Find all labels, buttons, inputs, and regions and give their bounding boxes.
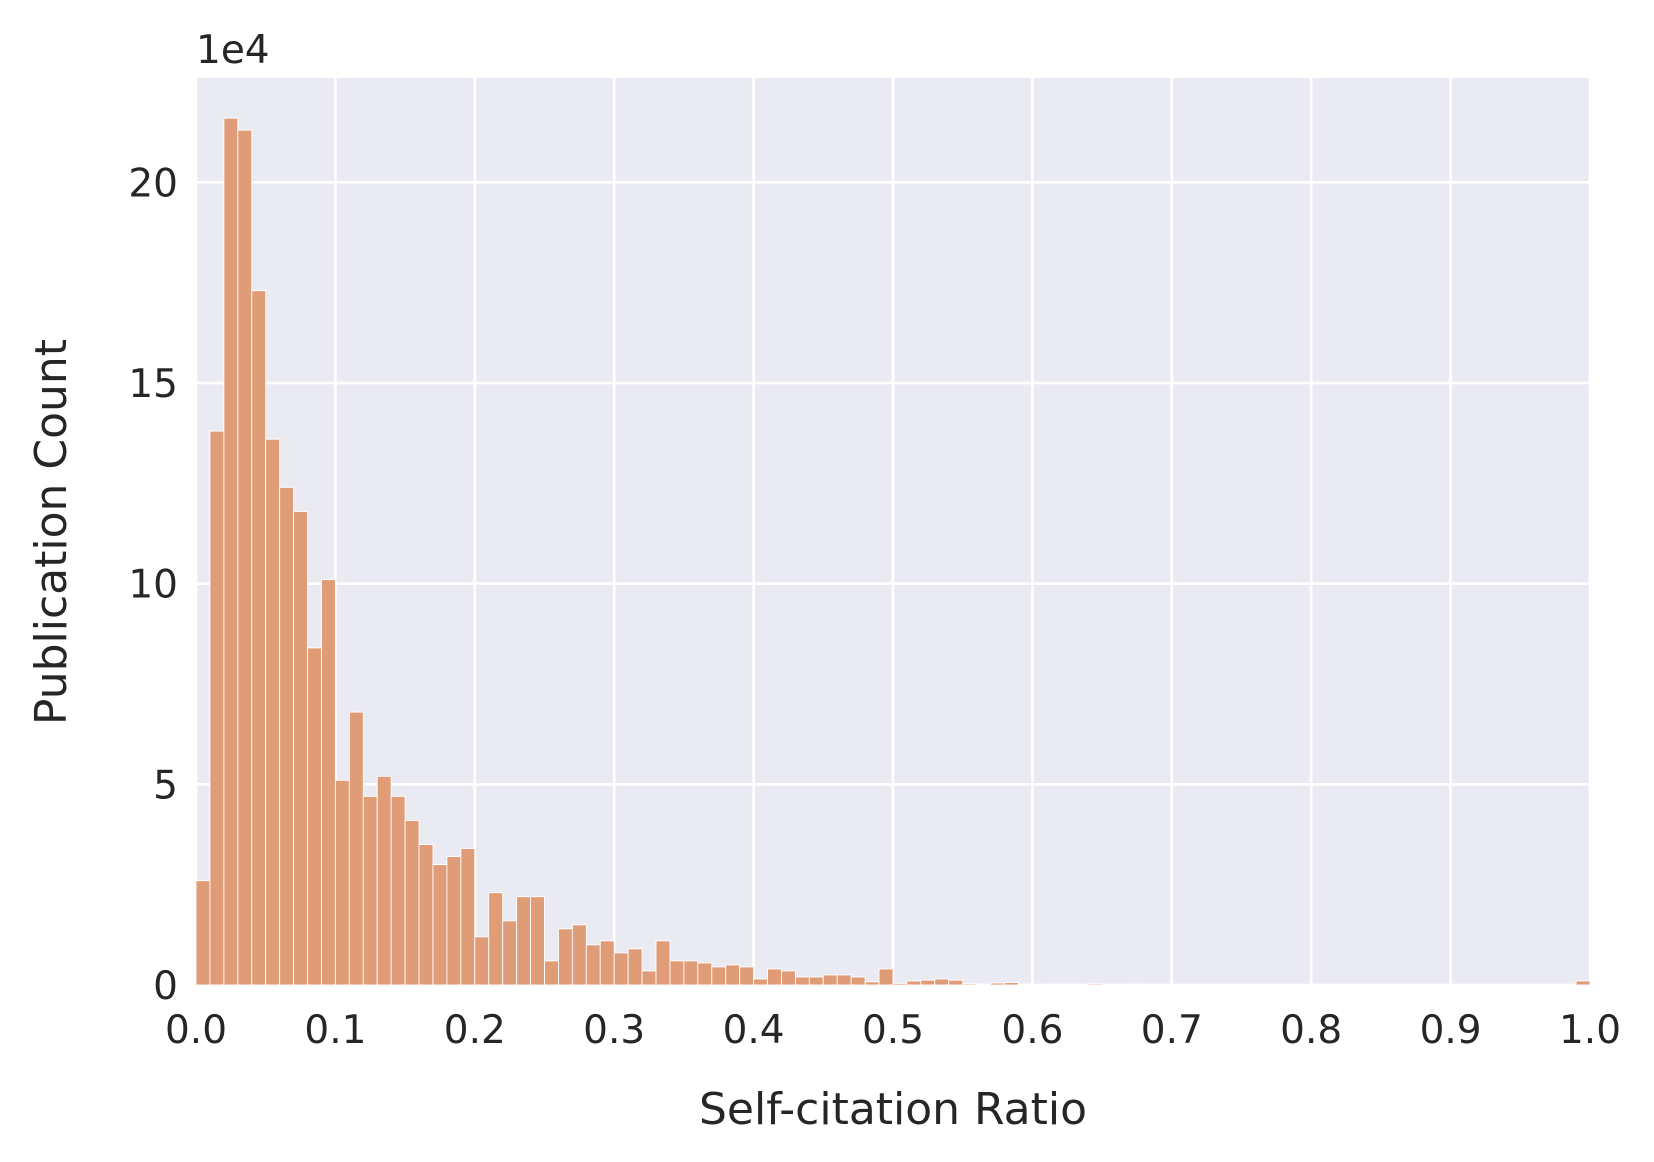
histogram-bar: [794, 976, 810, 986]
histogram-bar: [613, 952, 629, 986]
x-axis-label: Self-citation Ratio: [699, 1084, 1087, 1135]
histogram-bar: [293, 510, 308, 986]
histogram-bar: [1018, 983, 1033, 986]
histogram-bar: [808, 976, 824, 986]
histogram-bar: [585, 944, 601, 986]
x-tick-label: 0.4: [723, 1008, 785, 1053]
histogram-bar: [1129, 983, 1145, 986]
histogram-bar: [1575, 980, 1591, 986]
histogram-bar: [767, 968, 782, 986]
histogram-bar: [209, 430, 225, 986]
histogram-bar: [334, 779, 350, 986]
x-tick-label: 0.0: [165, 1008, 227, 1053]
histogram-bar: [822, 974, 838, 986]
histogram-bar: [432, 864, 448, 986]
histogram-bar: [557, 928, 573, 986]
histogram-bar: [446, 856, 462, 986]
x-tick-label: 0.5: [862, 1008, 924, 1053]
histogram-bar: [948, 979, 964, 986]
histogram-bar: [390, 795, 406, 986]
histogram-bar: [920, 979, 936, 986]
histogram-bar: [307, 647, 322, 986]
histogram-bar: [683, 960, 699, 986]
histogram-bar: [641, 970, 657, 986]
grid-lines: [194, 78, 1592, 987]
histogram-bars: [195, 117, 1591, 986]
histogram-bar: [655, 940, 671, 986]
x-axis-ticks: 0.0 0.1 0.2 0.3 0.4 0.5 0.6 0.7 0.8 0.9 1.0: [165, 1008, 1621, 1053]
histogram-bar: [1045, 983, 1061, 986]
histogram-bar: [223, 117, 239, 986]
x-tick-label: 0.8: [1280, 1008, 1342, 1053]
histogram-bar: [544, 960, 559, 986]
histogram-bar: [265, 438, 281, 986]
histogram-bar: [781, 970, 796, 986]
histogram-bar: [195, 880, 211, 986]
histogram-bar: [850, 976, 866, 986]
histogram-bar: [1087, 983, 1103, 986]
histogram-bar: [251, 290, 267, 986]
y-offset-label: 1e4: [196, 28, 270, 73]
histogram-bar: [836, 974, 852, 986]
histogram-bar: [878, 968, 894, 986]
x-tick-label: 1.0: [1559, 1008, 1621, 1053]
x-tick-label: 0.6: [1001, 1008, 1063, 1053]
histogram-bar: [976, 983, 992, 986]
histogram-bar: [348, 711, 364, 986]
histogram-bar: [739, 966, 755, 986]
histogram-bar: [1004, 982, 1019, 986]
histogram-bar: [404, 820, 420, 986]
histogram-bar: [934, 978, 950, 986]
histogram-bar: [279, 486, 295, 986]
histogram-bar: [892, 982, 908, 986]
histogram-bar: [990, 982, 1005, 986]
histogram-bar: [418, 844, 434, 986]
histogram-bar: [516, 896, 532, 986]
histogram-bar: [321, 579, 336, 986]
x-tick-label: 0.3: [583, 1008, 645, 1053]
histogram-bar: [599, 940, 615, 986]
x-tick-label: 0.7: [1141, 1008, 1203, 1053]
histogram-bar: [237, 129, 253, 986]
y-tick-label: 0: [153, 964, 178, 1009]
y-axis-label: Publication Count: [26, 339, 77, 725]
x-tick-label: 0.2: [444, 1008, 506, 1053]
histogram-bar: [460, 848, 476, 986]
histogram-bar: [627, 948, 643, 986]
histogram-bar: [725, 964, 741, 986]
y-tick-label: 5: [153, 763, 178, 808]
histogram-bar: [711, 966, 727, 986]
x-tick-label: 0.1: [304, 1008, 366, 1053]
histogram-bar: [376, 775, 392, 986]
histogram-bar: [474, 936, 490, 986]
y-axis-ticks: 0 5 10 15 20: [128, 161, 178, 1009]
histogram-bar: [864, 981, 880, 986]
histogram-bar: [697, 962, 713, 986]
histogram-bar: [962, 983, 978, 986]
histogram-bar: [906, 980, 922, 986]
histogram-bar: [753, 978, 768, 986]
histogram-bar: [502, 920, 518, 986]
y-tick-label: 20: [128, 161, 178, 206]
histogram-bar: [362, 795, 378, 986]
histogram-bar: [530, 896, 545, 986]
y-tick-label: 15: [128, 362, 178, 407]
histogram-bar: [571, 924, 587, 986]
x-tick-label: 0.9: [1420, 1008, 1482, 1053]
histogram-bar: [488, 892, 504, 986]
y-tick-label: 10: [128, 563, 178, 608]
histogram-bar: [1059, 983, 1075, 986]
histogram-bar: [669, 960, 685, 986]
